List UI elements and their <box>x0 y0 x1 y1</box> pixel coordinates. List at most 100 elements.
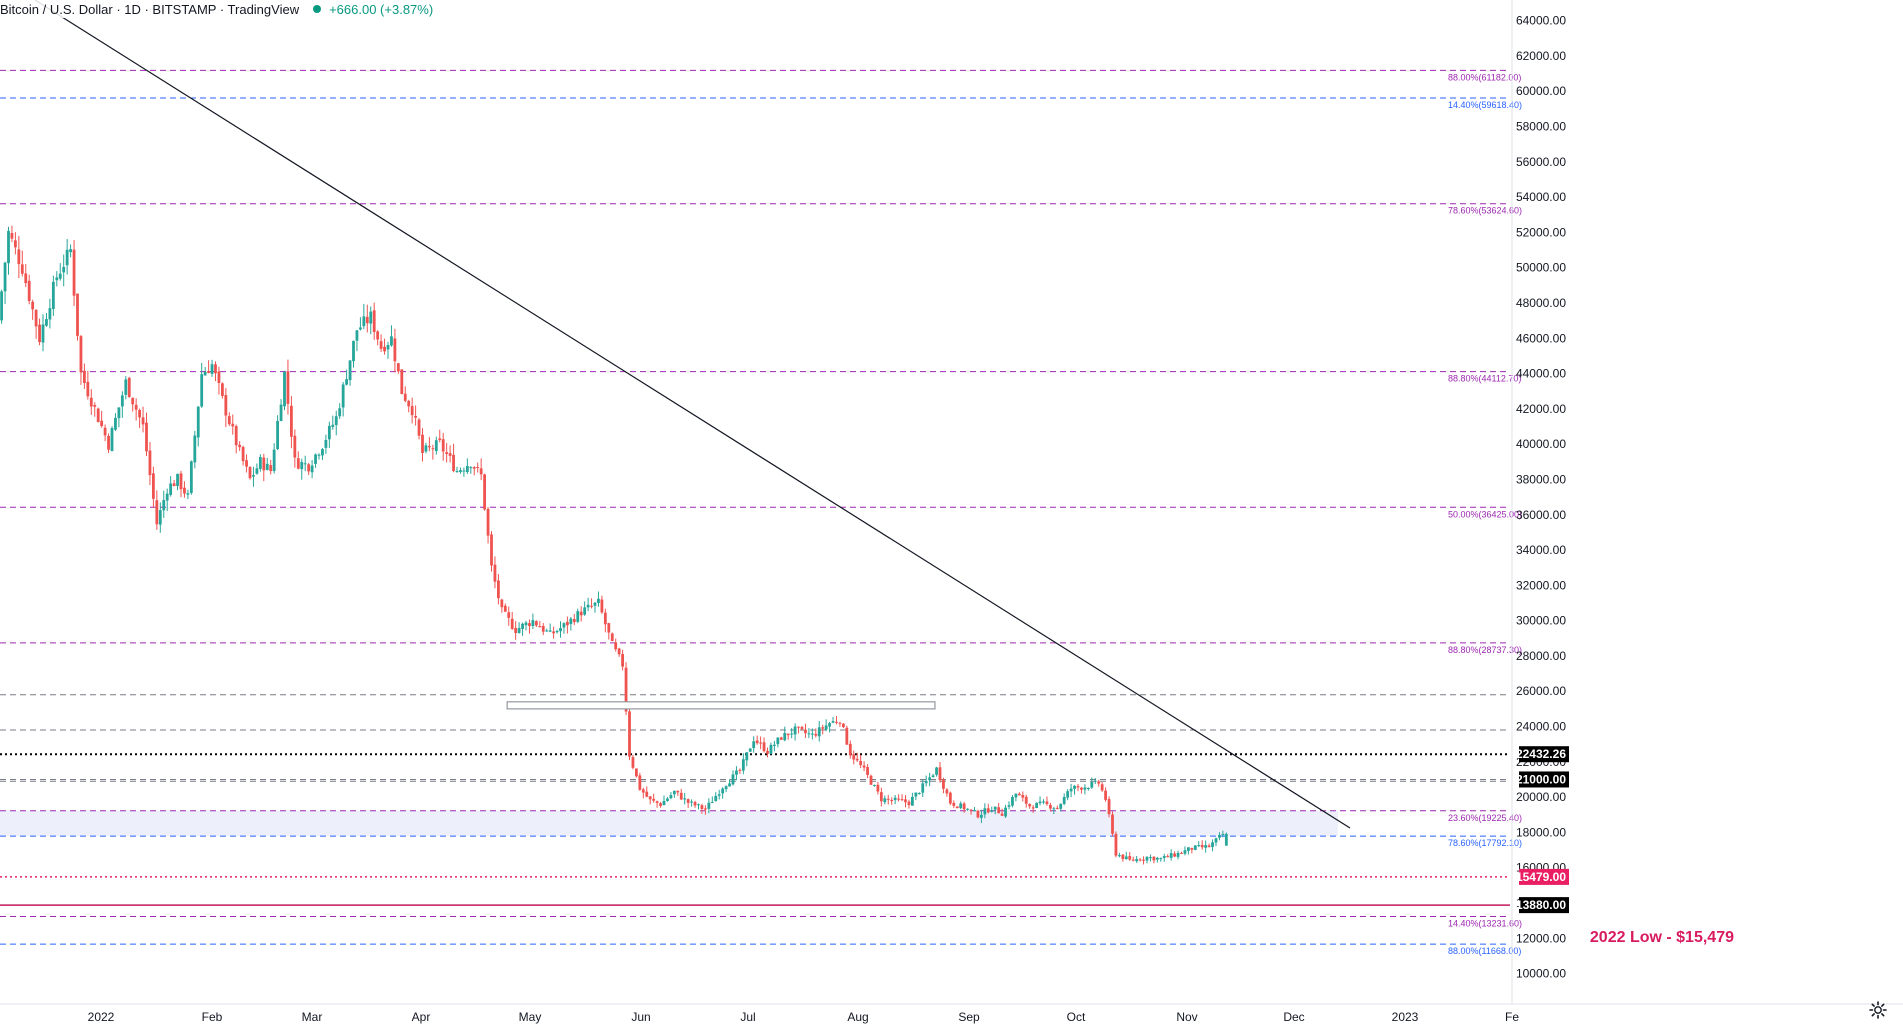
candle-106 <box>365 304 369 333</box>
candle-60 <box>207 360 210 374</box>
candle-207 <box>714 792 718 802</box>
candle-117 <box>403 386 407 403</box>
candle-33 <box>114 413 117 431</box>
price-tick-9: 28000.00 <box>1516 649 1566 663</box>
candle-177 <box>610 632 614 642</box>
candle-138 <box>476 462 480 473</box>
candle-334 <box>1152 856 1156 864</box>
candle-41 <box>141 406 145 433</box>
candle-8 <box>27 274 31 305</box>
candle-112 <box>386 341 390 359</box>
candle-335 <box>1155 857 1159 863</box>
candle-157 <box>541 622 545 636</box>
candle-178 <box>614 638 618 652</box>
candle-45 <box>155 490 159 530</box>
candle-53 <box>183 481 186 498</box>
candle-283 <box>976 809 980 819</box>
market-status-icon <box>313 5 322 13</box>
settings-gear-icon[interactable] <box>1868 1000 1888 1020</box>
candle-150 <box>517 622 521 634</box>
candle-313 <box>1080 786 1083 794</box>
candle-309 <box>1066 789 1070 801</box>
candle-154 <box>531 613 535 629</box>
candle-25 <box>86 370 90 400</box>
price-change: +666.00 (+3.87%) <box>329 1 434 17</box>
candle-136 <box>469 466 473 474</box>
price-tick-0: 10000.00 <box>1516 967 1566 981</box>
candle-249 <box>859 754 863 769</box>
candle-200 <box>690 799 693 807</box>
candle-244 <box>842 722 845 729</box>
candle-172 <box>593 601 597 613</box>
candle-232 <box>800 725 804 731</box>
price-tick-7: 24000.00 <box>1516 720 1566 734</box>
candle-306 <box>1055 805 1059 810</box>
candle-229 <box>790 728 794 739</box>
fib-label-3: 88.80%(44112.70) <box>1448 374 1521 384</box>
candle-250 <box>862 761 866 772</box>
candle-221 <box>762 737 766 753</box>
candle-37 <box>127 376 131 398</box>
candle-91 <box>314 453 317 468</box>
price-tick-21: 52000.00 <box>1516 225 1566 239</box>
candle-127 <box>438 429 442 443</box>
candle-251 <box>866 764 869 779</box>
candle-288 <box>993 806 997 815</box>
candle-43 <box>148 441 152 486</box>
resistance-box-rect[interactable] <box>506 701 936 710</box>
candle-210 <box>724 785 728 793</box>
candle-87 <box>300 458 304 480</box>
candle-28 <box>96 407 100 423</box>
candle-341 <box>1176 850 1180 860</box>
symbol-title: Bitcoin / U.S. Dollar · 1D · BITSTAMP · … <box>0 1 300 17</box>
candle-13 <box>45 312 48 327</box>
candle-292 <box>1007 801 1011 810</box>
candle-124 <box>428 437 431 452</box>
fib-label-4: 50.00%(36425.00) <box>1448 509 1522 519</box>
candle-201 <box>693 800 697 808</box>
price-axis: 10000.0012000.0014000.0016000.0018000.00… <box>1511 0 1566 1004</box>
candle-345 <box>1190 847 1194 854</box>
candle-175 <box>603 608 607 633</box>
candle-214 <box>738 768 742 775</box>
candle-311 <box>1073 784 1076 795</box>
candle-274 <box>945 787 949 797</box>
candle-102 <box>352 340 355 368</box>
candle-319 <box>1100 782 1104 792</box>
candle-235 <box>810 728 814 740</box>
price-marker-0: 22432.26 <box>1516 746 1569 763</box>
candle-331 <box>1142 856 1145 865</box>
candle-23 <box>79 334 83 385</box>
candle-317 <box>1093 777 1097 784</box>
svg-text:22432.26: 22432.26 <box>1516 747 1566 761</box>
candle-245 <box>845 725 849 746</box>
candle-194 <box>669 792 673 800</box>
candle-248 <box>855 752 859 762</box>
candle-73 <box>252 466 255 487</box>
candle-92 <box>317 453 321 460</box>
candle-63 <box>217 366 221 395</box>
candle-36 <box>124 376 128 400</box>
candle-79 <box>272 443 276 474</box>
candle-118 <box>407 399 411 413</box>
price-tick-11: 32000.00 <box>1516 578 1566 592</box>
candle-34 <box>117 407 121 428</box>
price-markers: 22432.26 21000.00 15479.00 13880.00 <box>1516 746 1569 914</box>
time-tick-2: Mar <box>302 1010 323 1024</box>
candle-336 <box>1159 857 1163 862</box>
candle-54 <box>186 489 190 500</box>
candle-197 <box>679 788 683 801</box>
candle-162 <box>559 621 562 638</box>
candle-61 <box>210 359 214 377</box>
price-tick-27: 64000.00 <box>1516 14 1566 28</box>
candle-217 <box>748 747 752 752</box>
candle-252 <box>869 774 873 786</box>
descending-trendline[interactable] <box>34 0 1351 829</box>
candle-259 <box>893 794 897 805</box>
candle-114 <box>393 328 397 373</box>
candle-354 <box>1221 830 1225 838</box>
candle-228 <box>786 733 790 740</box>
candle-21 <box>72 240 76 306</box>
candle-120 <box>414 405 417 426</box>
